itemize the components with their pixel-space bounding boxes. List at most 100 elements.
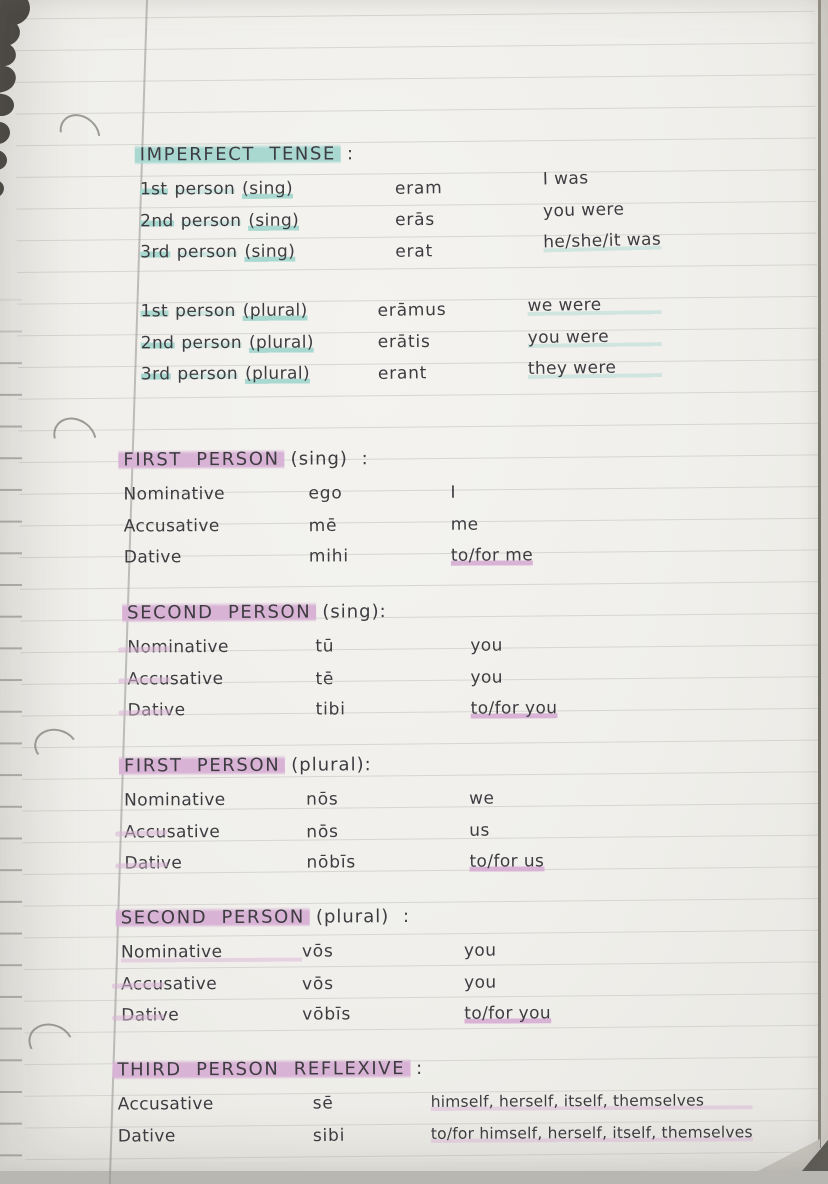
latin-word: nōs [306,820,469,843]
section-title: SECOND PERSON [122,601,316,625]
latin-word: vōs [302,972,464,995]
section-title: FIRST PERSON [119,754,285,778]
english-translation: you [470,635,557,655]
section-first-person-plural: FIRST PERSON(plural): Nominative nōs we … [124,753,544,885]
table-row: Accusative sē himself, herself, itself, … [118,1091,753,1126]
table-row: Nominative nōs we [124,788,544,822]
case-label: Accusative [127,668,315,689]
latin-word: erās [395,209,543,230]
latin-word: erat [395,240,543,262]
english-translation: to/for us [469,852,544,872]
person-label: 3rd person (sing) [140,241,395,262]
case-label: Accusative [121,973,302,994]
person-number: (plural) [249,332,314,352]
english-translation: us [469,820,544,840]
person-ordinal: 3rd [141,365,171,385]
case-label: Dative [128,700,316,721]
latin-word: nōs [306,789,469,810]
section-heading: SECOND PERSON(plural) : [121,905,551,942]
latin-word: tibi [316,699,471,720]
table-row: Accusative vōs you [121,972,551,1006]
table-row: Nominative tū you [127,635,557,669]
person-number: (sing) [244,242,295,262]
person-word: person [181,211,242,231]
case-label: Dative [124,547,309,568]
latin-word: ego [308,483,450,504]
person-word: person [175,301,236,321]
latin-word: erātis [378,331,528,352]
person-word: person [177,242,238,262]
person-number: (sing) [242,179,293,199]
table-row: Dative vōbīs to/for you [121,1004,551,1038]
person-word: person [181,333,242,353]
english-translation: you were [543,198,661,221]
latin-word: tē [315,667,470,689]
table-row: Accusative tē you [127,667,557,701]
section-title-suffix: : [347,143,354,164]
english-translation: to/for himself, herself, itself, themsel… [431,1123,753,1143]
person-ordinal: 3rd [140,243,170,263]
case-label: Nominative [124,790,306,811]
section-title-suffix: (sing): [322,601,386,622]
latin-word: erāmus [377,299,527,321]
english-translation: to/for me [451,546,533,566]
section-title: SECOND PERSON [116,906,310,930]
section-second-person-plural: SECOND PERSON(plural) : Nominative vōs y… [121,905,551,1037]
latin-word: tū [315,636,470,657]
section-title: IMPERFECT TENSE [135,142,341,166]
latin-word: vōs [302,941,464,962]
latin-word: sibi [313,1124,431,1146]
english-translation: to/for you [471,699,558,719]
section-heading: FIRST PERSON(sing) : [123,447,532,484]
person-number: (plural) [243,301,308,321]
table-row: Dative nōbīs to/for us [124,852,544,886]
english-translation: to/for you [464,1004,551,1024]
latin-word: eram [395,177,543,199]
section-title-suffix: (plural) : [316,906,410,927]
person-ordinal: 1st [141,301,169,321]
table-row: Nominative vōs you [121,940,551,974]
case-label: Dative [121,1005,302,1026]
english-translation: we [469,788,544,808]
person-number: (sing) [248,210,299,230]
section-heading: FIRST PERSON(plural): [124,753,544,790]
table-row: Dative mihi to/for me [124,546,533,580]
person-word: person [177,364,238,384]
section-title: FIRST PERSON [118,448,284,472]
english-translation: you [464,940,551,960]
english-translation: we were [527,294,661,316]
table-row: Nominative ego I [123,482,532,516]
person-ordinal: 1st [140,179,168,199]
section-third-person-reflexive: THIRD PERSON REFLEXIVE: Accusative sē hi… [117,1056,752,1158]
latin-word: mē [309,514,451,536]
latin-word: erant [378,362,528,384]
english-translation: I was [543,167,661,190]
english-translation: you [464,972,551,992]
case-label: Dative [118,1125,313,1146]
english-translation: himself, herself, itself, themselves [431,1091,753,1111]
person-label: 1st person (plural) [141,300,378,321]
english-translation: I [450,482,532,502]
section-first-person-singular: FIRST PERSON(sing) : Nominative ego I Ac… [123,447,533,579]
english-translation: you were [528,326,662,348]
section-heading: SECOND PERSON(sing): [127,600,557,637]
table-row: Dative tibi to/for you [128,699,558,733]
english-translation: they were [528,358,662,380]
section-title-suffix: (plural): [291,754,371,775]
latin-word: sē [313,1093,431,1114]
table-row: Accusative nōs us [124,820,544,854]
person-label: 2nd person (plural) [141,332,378,353]
case-label: Accusative [124,821,306,842]
person-ordinal: 2nd [141,333,175,353]
latin-word: vōbīs [302,1004,464,1025]
table-row: Dative sibi to/for himself, herself, its… [118,1123,753,1158]
section-title-suffix: : [416,1058,423,1079]
